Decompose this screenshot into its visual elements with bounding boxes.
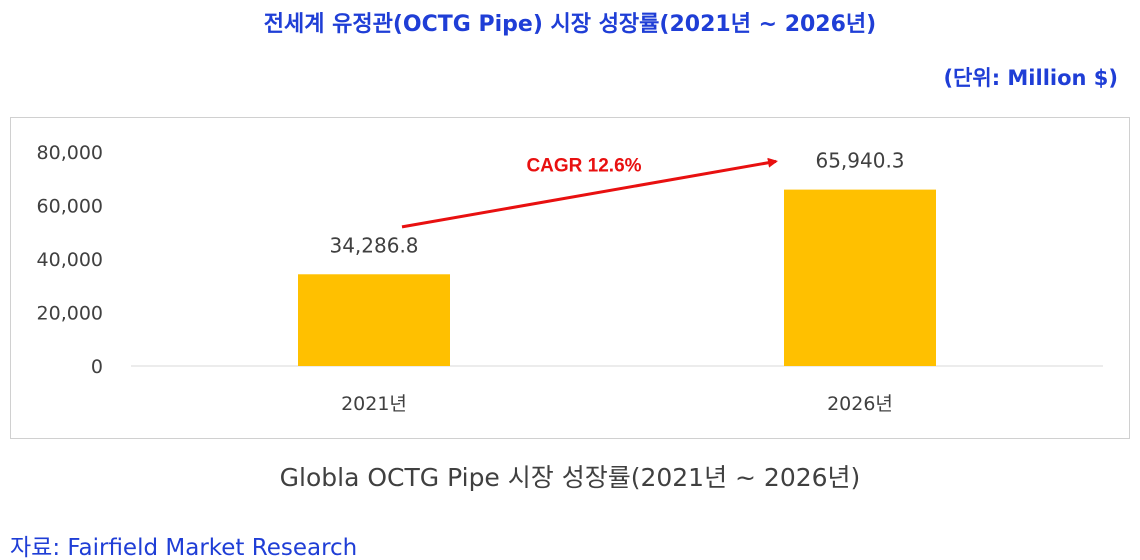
cagr-annotation: CAGR 12.6% xyxy=(526,155,641,176)
x-tick-label: 2021년 xyxy=(341,393,407,415)
source-note: 자료: Fairfield Market Research xyxy=(10,535,358,560)
chart-caption: Globla OCTG Pipe 시장 성장률(2021년 ~ 2026년) xyxy=(279,463,861,492)
cagr-arrow xyxy=(401,157,778,229)
y-tick-label: 80,000 xyxy=(37,142,103,164)
y-tick-label: 0 xyxy=(91,356,103,378)
bar-chart: 0 20,000 40,000 60,000 80,000 34,286.8 65,940… xyxy=(37,142,1103,415)
x-axis-ticks: 2021년 2026년 xyxy=(341,393,893,415)
bar xyxy=(784,189,936,366)
chart-area: 0 20,000 40,000 60,000 80,000 34,286.8 65,940… xyxy=(10,117,1130,439)
bar xyxy=(298,274,450,366)
bar-value-labels: 34,286.8 65,940.3 xyxy=(329,149,904,258)
chart-title: 전세계 유정관(OCTG Pipe) 시장 성장률(2021년 ~ 2026년) xyxy=(263,12,877,37)
y-axis-ticks: 0 20,000 40,000 60,000 80,000 xyxy=(37,142,103,378)
unit-label: (단위: Million $) xyxy=(943,66,1118,90)
y-tick-label: 40,000 xyxy=(37,249,103,271)
bar-value-label: 65,940.3 xyxy=(815,149,904,173)
bar-value-label: 34,286.8 xyxy=(329,233,418,257)
bars xyxy=(298,189,936,366)
y-tick-label: 60,000 xyxy=(37,196,103,218)
y-tick-label: 20,000 xyxy=(37,303,103,325)
x-tick-label: 2026년 xyxy=(827,393,893,415)
